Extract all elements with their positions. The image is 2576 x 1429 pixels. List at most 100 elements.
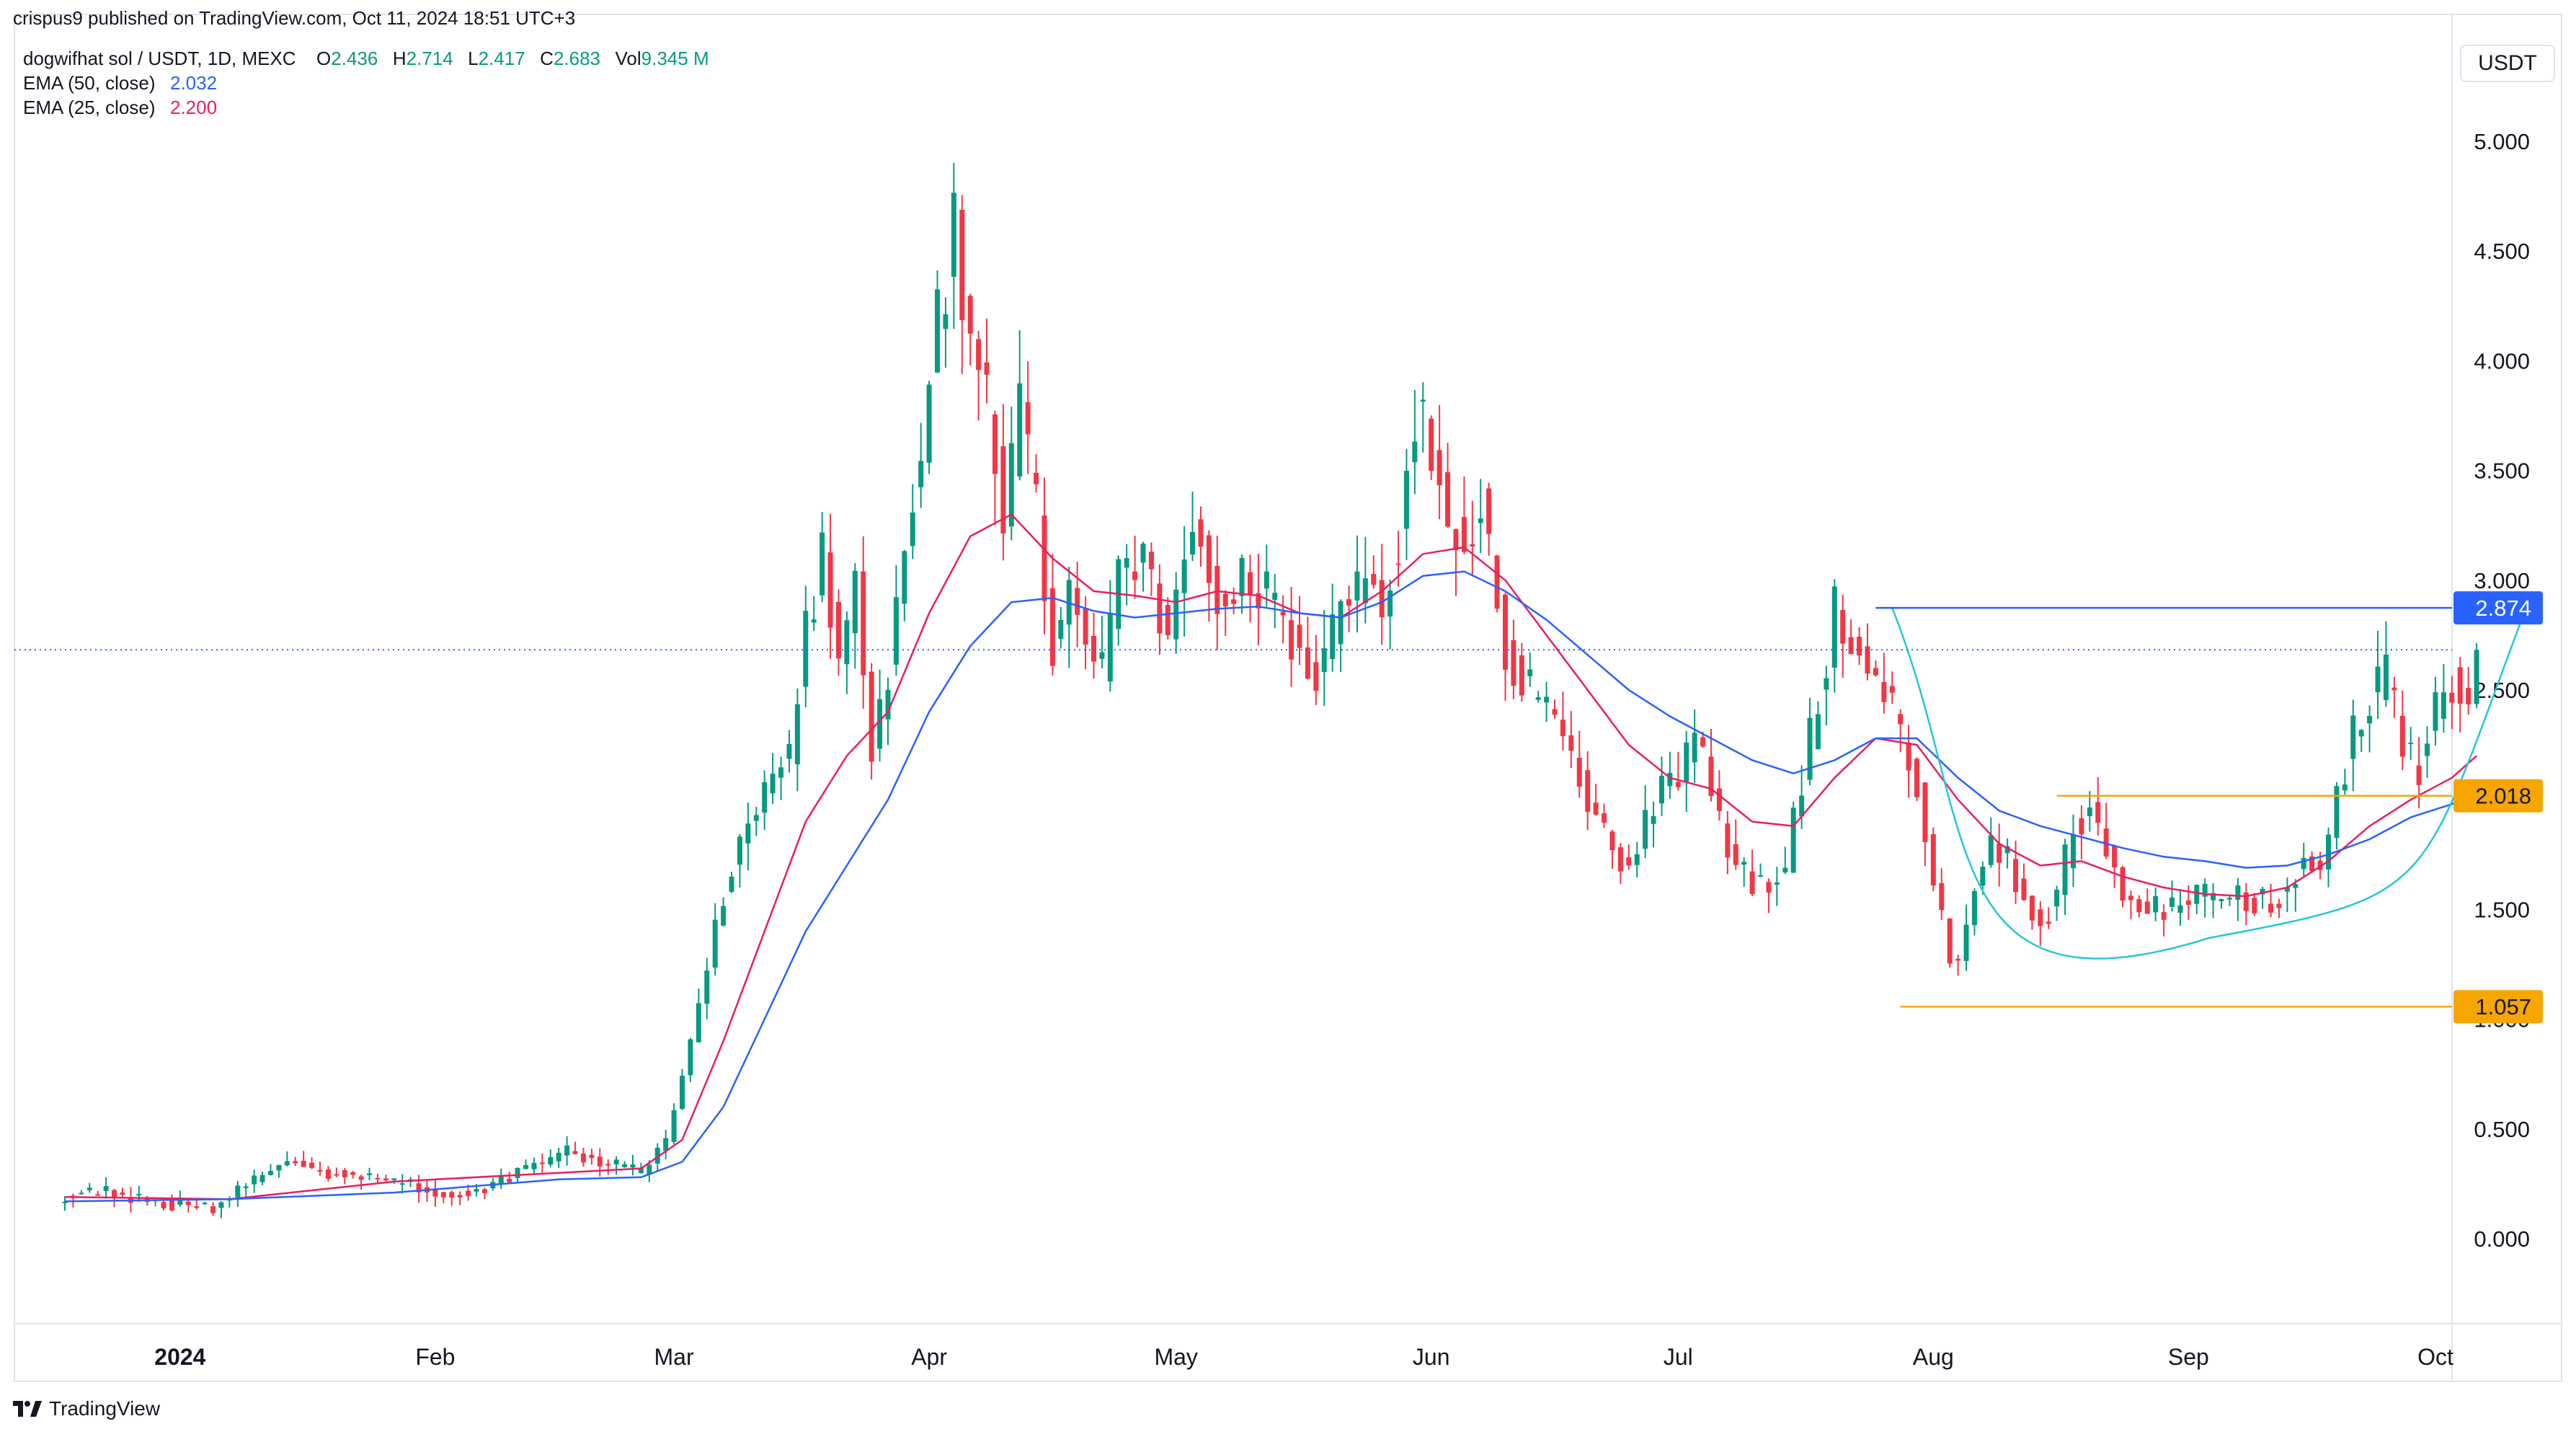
candle-body	[1684, 742, 1689, 782]
candle-body	[647, 1164, 652, 1175]
y-tick-label: 4.000	[2474, 348, 2530, 373]
candle-body	[1527, 669, 1533, 676]
candle-body	[2284, 887, 2290, 892]
x-tick-label: Feb	[415, 1344, 455, 1370]
candle-body	[1651, 816, 1656, 824]
ema50-line	[64, 570, 2477, 1203]
level-price-label: 1.057	[2475, 994, 2531, 1019]
candle-body	[729, 876, 734, 892]
candle-body	[1354, 571, 1360, 601]
candle-body	[1412, 441, 1418, 463]
candle-body	[869, 671, 874, 762]
candle-body	[2112, 846, 2118, 868]
candle-body	[1824, 678, 1829, 690]
candle-body	[1140, 544, 1146, 563]
candle-body	[1371, 574, 1377, 585]
candle-body	[1733, 844, 1738, 865]
candle-body	[2038, 909, 2043, 926]
candle-body	[1898, 714, 1904, 725]
candle-body	[136, 1193, 142, 1196]
candle-body	[161, 1202, 166, 1208]
candle-body	[605, 1164, 611, 1166]
footer-brand-text: TradingView	[49, 1397, 161, 1420]
candle-body	[1321, 648, 1327, 673]
candle-body	[1568, 735, 1574, 751]
candle-body	[210, 1206, 216, 1213]
candle-body	[218, 1202, 224, 1208]
ema25-value: 2.200	[169, 97, 218, 118]
level-price-label: 2.018	[2475, 784, 2531, 809]
candle-body	[515, 1167, 520, 1178]
candle-body	[622, 1164, 628, 1167]
candle-body	[630, 1164, 636, 1168]
candle-body	[2268, 903, 2274, 913]
candle-body	[2334, 786, 2340, 839]
candle-body	[194, 1205, 200, 1208]
candle-body	[2185, 901, 2191, 905]
candle-body	[2235, 885, 2241, 901]
candle-body	[2013, 859, 2019, 893]
candle-body	[844, 620, 850, 665]
footer-brand[interactable]: TradingView	[13, 1397, 160, 1420]
candle-body	[1222, 593, 1228, 607]
candle-body	[1478, 518, 1483, 523]
candle-body	[976, 339, 982, 371]
candle-body	[1214, 565, 1220, 614]
candle-body	[1807, 717, 1813, 780]
candle-body	[79, 1193, 84, 1195]
candle-body	[548, 1156, 554, 1165]
candle-body	[523, 1164, 529, 1169]
candle-body	[1906, 743, 1911, 771]
candle-body	[959, 209, 965, 321]
candle-body	[1049, 588, 1055, 666]
candle-body	[375, 1177, 381, 1180]
candle-body	[1420, 399, 1426, 402]
candle-body	[2317, 860, 2323, 870]
candle-body	[1741, 862, 1747, 865]
candle-body	[539, 1162, 545, 1164]
candle-body	[2169, 897, 2175, 907]
ohlc-close-value: 2.683	[553, 48, 601, 69]
candle-body	[2301, 857, 2306, 870]
candle-body	[613, 1159, 619, 1164]
x-tick-label: Apr	[911, 1344, 947, 1370]
currency-button[interactable]: USDT	[2460, 45, 2555, 82]
candle-body	[2391, 687, 2397, 691]
candle-body	[1099, 652, 1105, 659]
ohlc-high-label: H	[392, 48, 407, 69]
candle-body	[1519, 655, 1524, 696]
candle-body	[2219, 899, 2224, 901]
candle-body	[202, 1203, 208, 1205]
candle-body	[2120, 867, 2126, 901]
candle-body	[589, 1154, 595, 1159]
candle-body	[1675, 782, 1681, 787]
candle-body	[342, 1169, 347, 1177]
symbol-title[interactable]: dogwifhat sol / USDT, 1D, MEXC	[23, 48, 296, 69]
candle-body	[1494, 555, 1500, 609]
candle-body	[391, 1178, 397, 1180]
ema50-legend[interactable]: EMA (50, close) 2.032	[23, 72, 217, 94]
candle-body	[185, 1201, 191, 1205]
ema25-legend[interactable]: EMA (25, close) 2.200	[23, 97, 217, 119]
candle-body	[1387, 590, 1393, 617]
x-tick-label: Oct	[2417, 1344, 2453, 1370]
y-tick-label: 1.500	[2474, 897, 2530, 922]
candle-body	[1008, 443, 1014, 527]
candle-body	[712, 919, 718, 968]
candle-body	[1552, 709, 1558, 715]
candle-body	[2004, 846, 2010, 854]
candle-body	[474, 1189, 479, 1192]
candle-body	[680, 1076, 685, 1109]
y-tick-label: 0.500	[2474, 1117, 2530, 1142]
candle-body	[1511, 640, 1516, 686]
candle-body	[1790, 808, 1796, 873]
candle-body	[2202, 883, 2208, 897]
candle-body	[721, 906, 727, 926]
candle-body	[1436, 450, 1442, 485]
cup-pattern-curve	[1891, 607, 2527, 960]
candle-body	[794, 704, 800, 765]
candle-body	[2054, 889, 2060, 907]
candle-body	[1544, 696, 1550, 703]
candle-body	[2457, 667, 2463, 704]
